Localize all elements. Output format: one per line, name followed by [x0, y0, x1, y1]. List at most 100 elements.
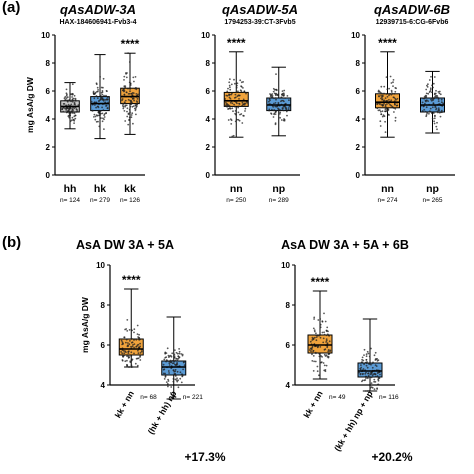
data-point	[237, 111, 240, 114]
chart-title: AsA DW 3A + 5A + 6B	[281, 238, 409, 252]
data-point	[95, 83, 98, 86]
data-point	[283, 118, 285, 120]
category-label: np	[426, 183, 439, 195]
data-point	[437, 91, 440, 93]
data-point	[282, 109, 285, 112]
data-point	[234, 93, 237, 96]
chart-title: qAsADW-3A	[60, 2, 136, 17]
data-point	[236, 95, 239, 98]
data-point	[429, 107, 432, 110]
data-point	[69, 112, 71, 115]
data-point	[131, 341, 134, 344]
data-point	[388, 94, 390, 97]
data-point	[236, 82, 239, 85]
y-tick-label: 4	[286, 381, 291, 390]
y-tick-label: 10	[351, 31, 360, 40]
data-point	[93, 116, 95, 118]
data-point	[229, 88, 232, 91]
data-point	[176, 380, 179, 383]
data-point	[178, 350, 181, 353]
data-point	[228, 96, 231, 99]
data-point	[311, 353, 313, 356]
data-point	[426, 99, 428, 102]
data-point	[64, 96, 67, 98]
data-point	[437, 107, 440, 110]
data-point	[74, 97, 77, 100]
data-point	[365, 375, 368, 378]
data-point	[440, 109, 443, 112]
data-point	[379, 120, 382, 123]
category-label: kk + nn	[301, 389, 324, 420]
data-point	[439, 93, 442, 96]
data-point	[121, 98, 124, 100]
data-point	[100, 117, 102, 119]
y-tick-label: 10	[201, 31, 210, 40]
data-point	[181, 354, 184, 357]
data-point	[96, 86, 99, 89]
data-point	[130, 345, 132, 348]
chart-subtitle: 12939715-6:CG-6Fvb6	[376, 19, 449, 26]
data-point	[173, 353, 176, 356]
data-point	[313, 318, 315, 320]
data-point	[95, 106, 97, 109]
data-point	[324, 320, 327, 323]
data-point	[232, 134, 235, 137]
data-point	[173, 373, 176, 375]
data-point	[395, 104, 398, 107]
data-point	[128, 81, 131, 84]
data-point	[106, 98, 109, 101]
data-point	[321, 331, 324, 334]
data-point	[273, 89, 276, 91]
data-point	[228, 81, 231, 84]
data-point	[124, 99, 127, 102]
data-point	[61, 108, 64, 111]
data-point	[139, 352, 142, 354]
data-point	[99, 76, 101, 78]
data-point	[280, 119, 283, 121]
data-point	[173, 370, 176, 373]
y-tick-label: 2	[356, 143, 361, 152]
data-point	[326, 342, 329, 345]
data-point	[68, 108, 71, 110]
data-point	[126, 110, 128, 113]
data-point	[321, 356, 323, 358]
data-point	[268, 100, 270, 103]
data-point	[97, 90, 99, 93]
data-point	[126, 319, 129, 321]
y-tick-label: 8	[356, 59, 361, 68]
data-point	[65, 94, 68, 97]
data-point	[180, 353, 183, 355]
data-point	[95, 101, 98, 104]
chart-2: qAsADW-5A 1794253-39:CT-3Fvb5 0 2 4 6 8 10 nn n= …	[201, 2, 300, 204]
data-point	[439, 115, 442, 118]
data-point	[121, 343, 123, 346]
data-point	[319, 346, 322, 348]
data-point	[426, 86, 429, 88]
data-point	[424, 102, 426, 105]
data-point	[105, 90, 108, 92]
data-point	[137, 93, 139, 96]
data-point	[93, 113, 96, 116]
data-points	[376, 75, 399, 134]
data-point	[425, 114, 428, 116]
data-point	[239, 79, 242, 82]
data-point	[63, 103, 66, 105]
data-point	[431, 117, 434, 120]
data-point	[428, 91, 431, 93]
data-points	[358, 347, 381, 392]
data-point	[120, 339, 123, 342]
data-point	[438, 92, 441, 95]
data-point	[129, 90, 131, 93]
data-point	[275, 110, 277, 113]
chart-subtitle: HAX-184606941-Fvb3-4	[59, 19, 136, 26]
data-point	[128, 356, 131, 359]
data-point	[367, 374, 370, 377]
data-point	[394, 116, 397, 119]
data-point	[388, 114, 390, 116]
data-point	[234, 105, 236, 108]
panel-label-b: (b)	[2, 234, 21, 251]
data-point	[166, 347, 169, 350]
data-point	[138, 339, 141, 341]
data-point	[369, 373, 372, 376]
data-point	[396, 97, 399, 100]
